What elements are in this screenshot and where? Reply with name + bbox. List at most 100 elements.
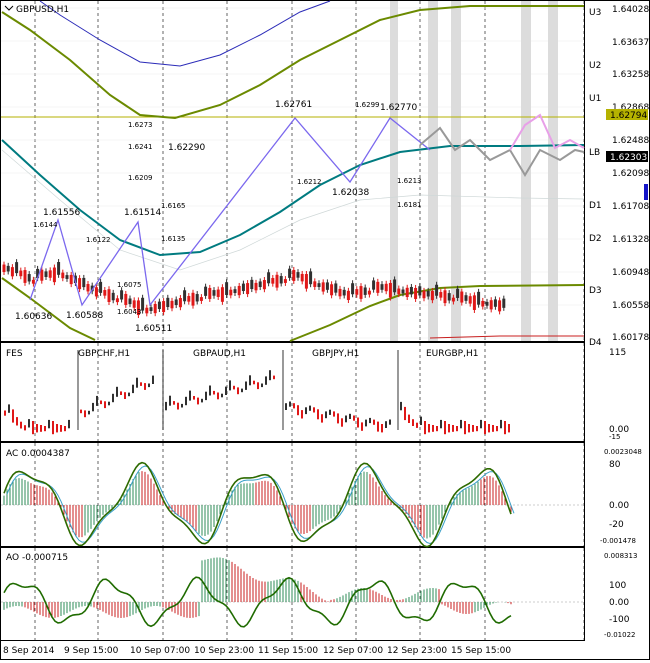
price-tick: 1.60178 <box>612 333 649 343</box>
candle-body <box>52 267 56 283</box>
candle-body <box>283 279 287 283</box>
projection-pink <box>509 113 585 151</box>
fes-bar <box>468 424 470 433</box>
session-band <box>548 1 558 341</box>
fes-bar <box>44 426 46 432</box>
candle-body <box>153 303 157 314</box>
candle-body <box>78 278 82 290</box>
candle-body <box>296 272 300 278</box>
indicator-curves <box>1 0 585 342</box>
fes-bar <box>233 385 235 390</box>
fes-bar <box>241 388 243 393</box>
candle-body <box>338 288 342 297</box>
time-tick: 10 Sep 07:00 <box>130 646 190 656</box>
fes-bar <box>80 409 82 414</box>
swing-labels: 1.61556 1.61514 1.62290 1.62761 1.6299 1… <box>15 100 422 334</box>
fes-bar <box>361 422 363 431</box>
candle-body <box>82 277 86 288</box>
candle-body <box>111 292 115 301</box>
zigzag-overlay <box>29 113 585 307</box>
ac-axis-tick: 0.0023048 <box>604 448 642 456</box>
fes-bar <box>257 382 259 390</box>
candle-body <box>267 272 271 284</box>
price-tick: 1.62098 <box>612 169 649 179</box>
fes-bar <box>173 401 175 405</box>
fes-bar <box>177 402 179 410</box>
candle-body <box>115 298 119 303</box>
fes-bar <box>221 393 223 398</box>
fes-bar <box>48 419 50 429</box>
fes-bar <box>128 392 130 397</box>
fes-bar <box>201 398 203 403</box>
candle-body <box>31 279 35 284</box>
candle-body <box>57 262 61 275</box>
candle-body <box>346 290 350 301</box>
level-tag: U2 <box>589 61 601 71</box>
candle-body <box>447 293 451 301</box>
fes-bar <box>197 397 199 405</box>
candle-body <box>426 290 430 297</box>
price-tick: 1.62488 <box>612 136 649 146</box>
fes-panel-frame <box>0 342 585 442</box>
swing-label: 1.62770 <box>380 103 417 113</box>
fes-bar <box>345 415 347 423</box>
fes-bar <box>381 424 383 433</box>
price-tick: 1.64028 <box>612 5 649 15</box>
fes-bar <box>333 411 335 417</box>
session-band <box>428 1 438 341</box>
swing-label: 1.61514 <box>124 208 161 218</box>
candle-body <box>355 289 359 295</box>
swing-label: 1.6213 <box>397 177 422 185</box>
candle-body <box>472 295 476 310</box>
fes-bar <box>472 425 474 432</box>
candle-body <box>363 287 367 295</box>
envelope-lower <box>1 277 96 341</box>
chevron-down-icon[interactable] <box>4 5 14 11</box>
fes-bar <box>144 383 146 390</box>
candle-body <box>388 282 392 298</box>
session-band <box>451 1 461 341</box>
fes-bar <box>349 413 351 419</box>
ac-panel-frame <box>0 442 585 547</box>
level-tag: U1 <box>589 94 601 104</box>
candle-body <box>157 301 161 310</box>
fes-bar <box>24 425 26 431</box>
candle-body <box>485 301 489 306</box>
price-tick: 1.62868 <box>612 103 649 113</box>
fes-pair-label: GBPJPY,H1 <box>312 349 359 359</box>
envelope-lower-2 <box>289 284 585 342</box>
fes-bar <box>313 407 315 413</box>
fes-bar <box>108 401 110 406</box>
ao-axis-tick: -0.01022 <box>604 631 635 639</box>
fes-bar <box>225 386 227 395</box>
candle-body <box>229 289 233 296</box>
candle-body <box>204 286 208 296</box>
scroll-marker[interactable] <box>644 184 648 200</box>
fes-bar <box>152 375 154 384</box>
fes-bar <box>16 417 18 426</box>
fes-bar <box>8 404 10 413</box>
candle-body <box>86 284 90 292</box>
candle-body <box>409 286 413 295</box>
candle-body <box>99 281 103 293</box>
price-tick: 1.61708 <box>612 202 649 212</box>
swing-label: 1.6165 <box>161 202 186 210</box>
candle-body <box>149 307 153 311</box>
candle-body <box>195 294 199 302</box>
time-tick: 12 Sep 23:00 <box>387 646 447 656</box>
fes-bar <box>365 419 367 427</box>
time-tick: 12 Sep 07:00 <box>323 646 383 656</box>
fes-bar <box>273 375 275 380</box>
candle-body <box>376 281 380 293</box>
candle-body <box>23 270 27 283</box>
fes-bar <box>373 419 375 425</box>
candle-body <box>422 290 426 299</box>
fes-bar <box>36 424 38 433</box>
swing-label: 1.6212 <box>297 178 322 186</box>
swing-label: 1.6043 <box>117 308 142 316</box>
candle-body <box>502 298 506 308</box>
candle-body <box>145 307 149 314</box>
ac-signal <box>6 465 515 544</box>
